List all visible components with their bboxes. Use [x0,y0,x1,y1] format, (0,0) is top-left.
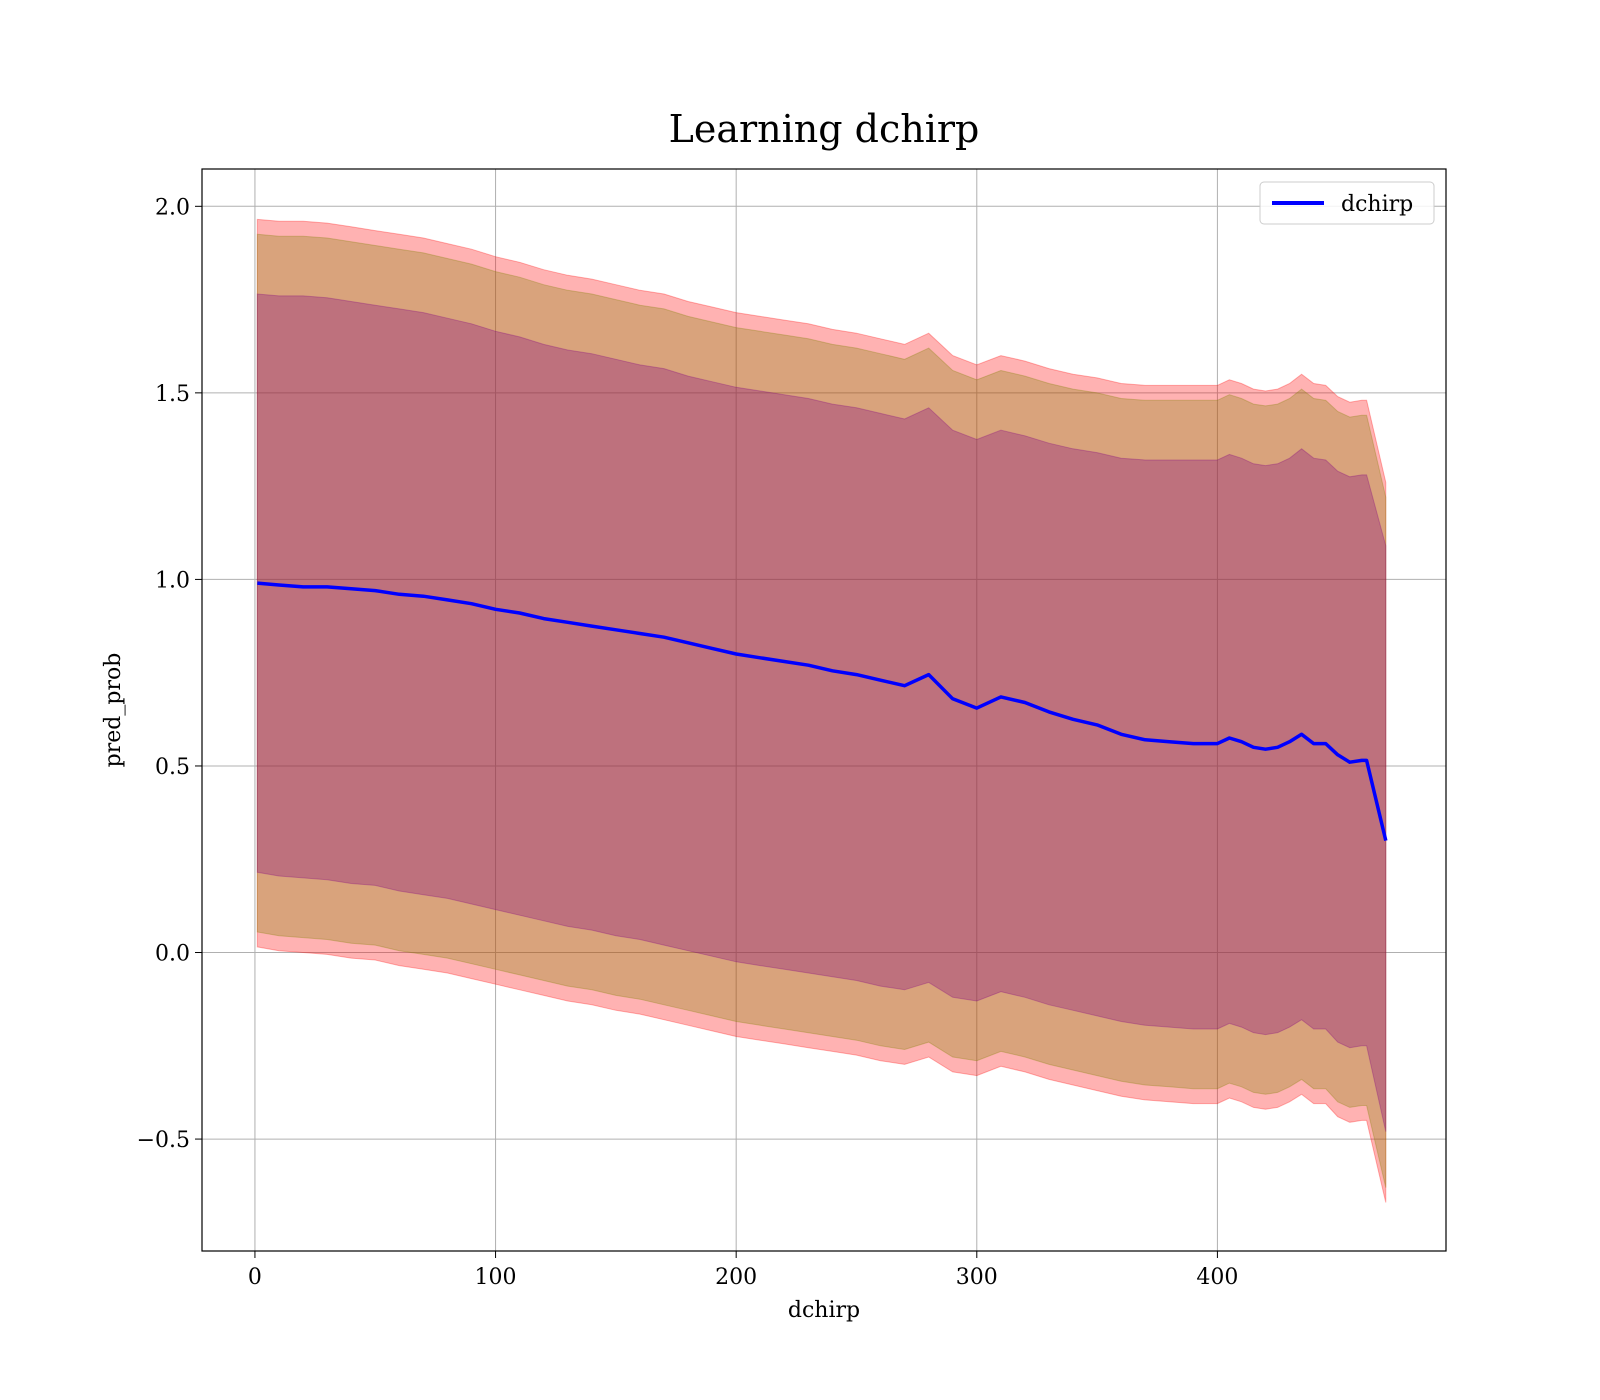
legend-label-dchirp: dchirp [1341,192,1413,217]
uncertainty-bands [256,218,1387,1203]
band-1 [256,233,1387,1188]
y-tick-label: 2.0 [155,195,190,220]
band-0 [256,218,1387,1203]
y-tick-label: 0.5 [155,755,190,780]
x-tick-label: 300 [956,1265,998,1290]
x-tick-label: 200 [715,1265,757,1290]
y-tick-label: −0.5 [137,1128,190,1153]
y-tick-label: 0.0 [155,942,190,967]
axis-ticks: 0 100 200 300 400 −0.5 0.0 0.5 1.0 1.5 2.0 [137,195,1239,1290]
legend-box [1259,181,1435,225]
y-axis-title: pred_prob [101,653,126,768]
x-tick-label: 100 [475,1265,517,1290]
grid [202,169,1446,1251]
y-tick-label: 1.0 [155,568,190,593]
series-lines [257,581,1388,842]
chart-title: Learning dchirp [669,107,980,151]
series-line-dchirp [257,581,1388,842]
x-axis-title: dchirp [788,1298,860,1323]
plot-frame [201,168,1447,1252]
x-tick-label: 400 [1196,1265,1238,1290]
legend: dchirp [1259,181,1435,225]
x-tick-label: 0 [248,1265,262,1290]
y-tick-label: 1.5 [155,382,190,407]
band-2 [256,293,1387,1132]
